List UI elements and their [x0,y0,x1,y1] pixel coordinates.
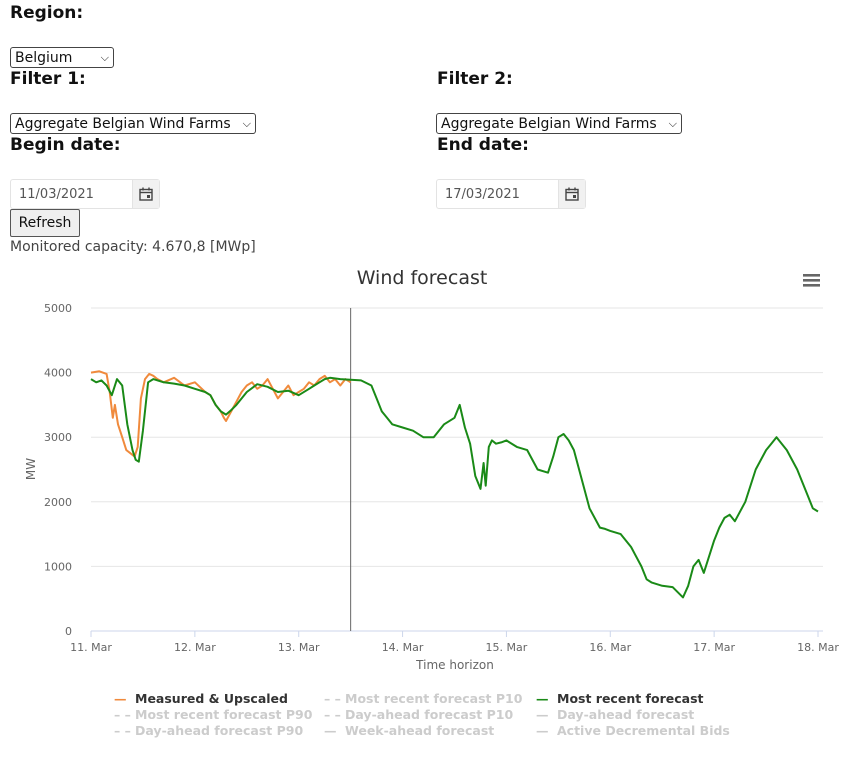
x-tick-label: 13. Mar [278,641,320,654]
chart-menu-icon[interactable] [803,274,820,287]
x-tick-label: 16. Mar [589,641,631,654]
region-label: Region: [10,3,84,23]
legend-item[interactable]: — Week-ahead forecast [324,723,494,738]
chevron-down-icon: ⌵ [242,116,251,130]
calendar-icon[interactable] [132,180,159,208]
legend-swatch: — [324,723,337,738]
monitored-capacity: Monitored capacity: 4.670,8 [MWp] [10,239,256,255]
y-tick-label: 4000 [44,367,72,380]
wind-forecast-chart: Wind forecast 0 1000 2000 3000 4000 5000 11. M… [24,267,839,672]
legend-item[interactable]: – – Day-ahead forecast P10 [324,707,513,722]
chevron-down-icon: ⌵ [100,50,109,64]
legend-label: Measured & Upscaled [135,691,288,706]
legend-label: Day-ahead forecast [557,707,695,722]
legend-label: Most recent forecast [557,691,704,706]
series-measured-upscaled[interactable] [90,370,352,458]
legend-label: Most recent forecast P90 [135,707,313,722]
begin-date-field[interactable]: 11/03/2021 [10,179,160,209]
y-axis-title: MW [24,458,38,480]
legend-item[interactable]: – – Day-ahead forecast P90 [114,723,303,738]
end-date-field[interactable]: 17/03/2021 [436,179,586,209]
begin-date-value: 11/03/2021 [19,186,94,202]
chart-title: Wind forecast [357,267,488,289]
y-tick-label: 3000 [44,431,72,444]
legend-swatch: — [114,691,127,706]
chevron-down-icon: ⌵ [668,116,677,130]
x-tick-label: 18. Mar [797,641,839,654]
end-date-value: 17/03/2021 [445,186,520,202]
legend-swatch: – – [324,691,341,706]
filter2-label: Filter 2: [437,69,513,89]
legend-item[interactable]: — Most recent forecast [536,691,703,706]
y-tick-label: 2000 [44,496,72,509]
legend-label: Day-ahead forecast P10 [345,707,514,722]
legend-item[interactable]: – – Most recent forecast P90 [114,707,312,722]
legend-swatch: — [536,691,549,706]
series-most-recent-forecast[interactable] [90,376,819,599]
filter2-select[interactable]: Aggregate Belgian Wind Farms ⌵ [436,113,682,134]
region-select-value: Belgium [15,49,73,66]
begin-date-label: Begin date: [10,135,121,155]
legend-item[interactable]: — Active Decremental Bids [536,723,730,738]
legend-swatch: — [536,723,549,738]
legend-item[interactable]: — Measured & Upscaled [114,691,288,706]
legend-label: Week-ahead forecast [345,723,495,738]
x-tick-label: 14. Mar [382,641,424,654]
end-date-label: End date: [437,135,529,155]
filter1-label: Filter 1: [10,69,86,89]
x-tick-label: 15. Mar [486,641,528,654]
refresh-button[interactable]: Refresh [10,209,80,237]
y-tick-label: 1000 [44,560,72,573]
x-tick-label: 17. Mar [693,641,735,654]
legend-swatch: — [536,707,549,722]
filter1-select[interactable]: Aggregate Belgian Wind Farms ⌵ [10,113,256,134]
filter2-select-value: Aggregate Belgian Wind Farms [441,115,657,132]
legend-item[interactable]: – – Most recent forecast P10 [324,691,522,706]
legend-label: Active Decremental Bids [557,723,730,738]
legend-item[interactable]: — Day-ahead forecast [536,707,694,722]
x-tick-label: 12. Mar [174,641,216,654]
y-tick-label: 5000 [44,302,72,315]
x-axis-title: Time horizon [415,658,494,672]
legend-label: Most recent forecast P10 [345,691,523,706]
legend-swatch: – – [114,723,131,738]
legend-swatch: – – [324,707,341,722]
x-tick-label: 11. Mar [70,641,112,654]
y-tick-label: 0 [65,625,72,638]
filter1-select-value: Aggregate Belgian Wind Farms [15,115,231,132]
legend-swatch: – – [114,707,131,722]
legend-label: Day-ahead forecast P90 [135,723,304,738]
region-select[interactable]: Belgium ⌵ [10,47,114,68]
calendar-icon[interactable] [558,180,585,208]
